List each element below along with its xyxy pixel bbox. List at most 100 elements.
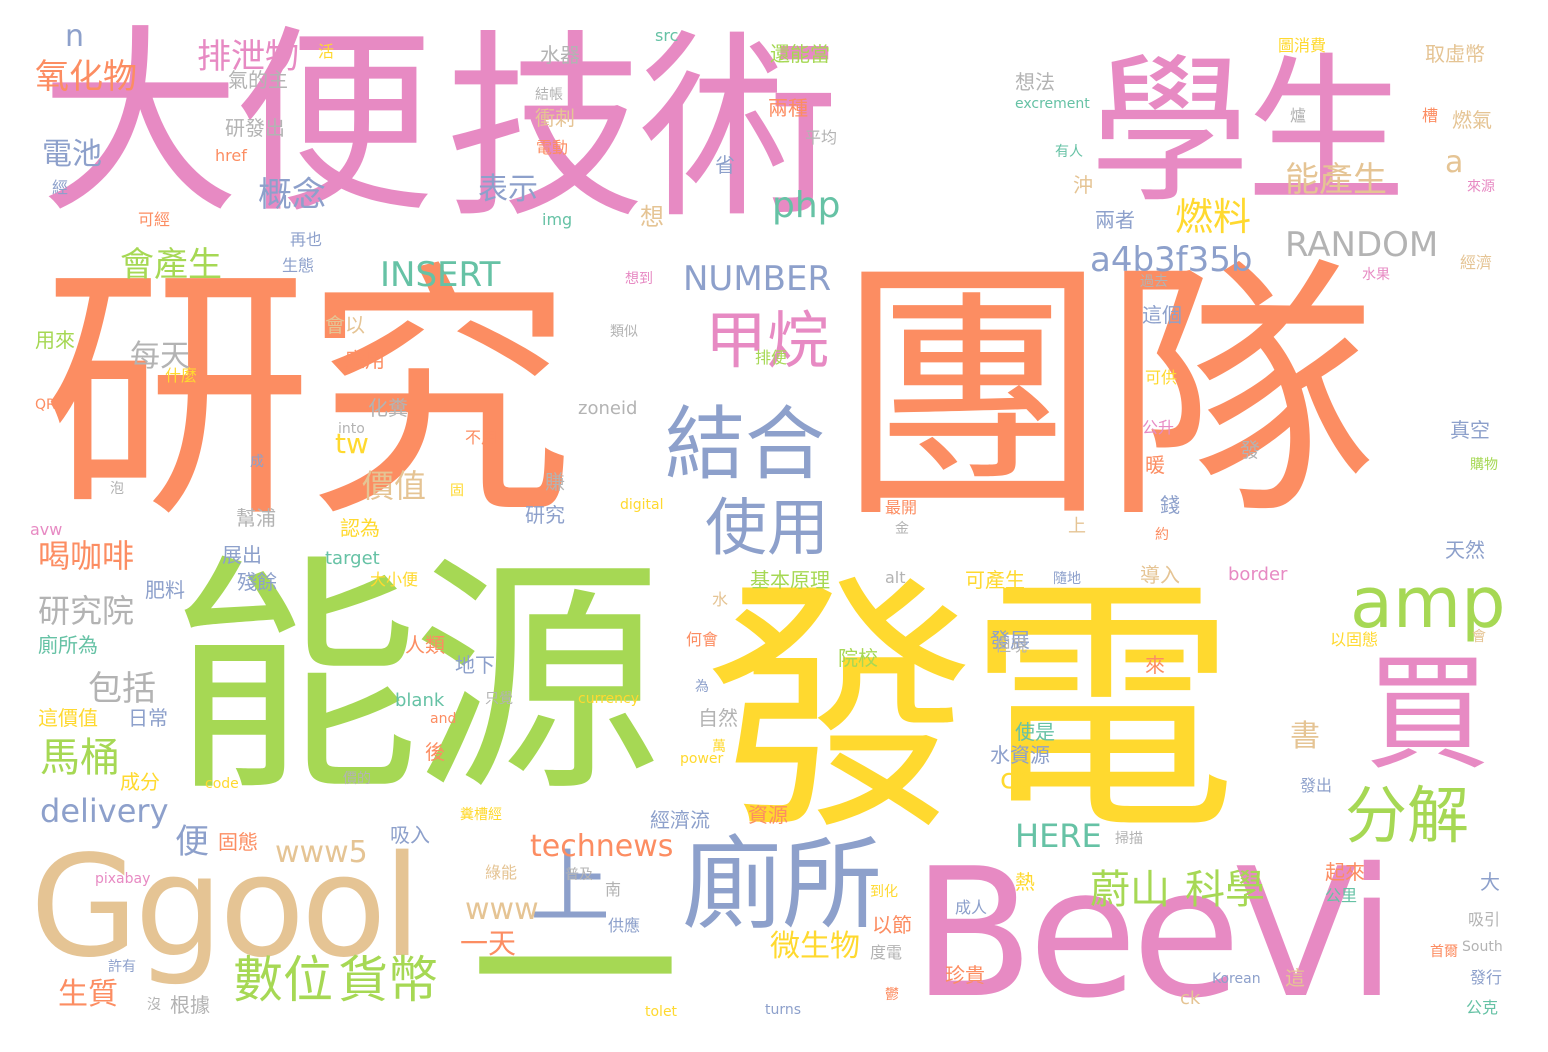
word: 買 bbox=[1365, 642, 1490, 787]
word: digital bbox=[620, 497, 664, 513]
word: cb bbox=[1000, 762, 1034, 795]
word: 大小便 bbox=[370, 570, 419, 589]
word: 可經 bbox=[138, 210, 171, 229]
word: zoneid bbox=[578, 398, 638, 419]
word: 成人 bbox=[955, 898, 988, 917]
word: 後 bbox=[425, 740, 445, 764]
word: 根據 bbox=[170, 993, 210, 1017]
word: 化糞 bbox=[368, 396, 408, 420]
word: 人類 bbox=[405, 633, 445, 657]
word: 表示 bbox=[478, 172, 538, 207]
word: 還能當 bbox=[770, 42, 830, 66]
word: href bbox=[215, 146, 247, 165]
word: alt bbox=[885, 568, 906, 587]
word: 發展 bbox=[990, 628, 1030, 652]
word: 生態 bbox=[282, 256, 315, 275]
word: 電池 bbox=[42, 137, 102, 172]
word: 資源 bbox=[748, 803, 788, 827]
word: 不用 bbox=[465, 428, 498, 447]
word: 經 bbox=[52, 178, 69, 197]
word: 固態 bbox=[218, 830, 258, 854]
word: 有人 bbox=[1055, 144, 1083, 160]
word: 能源 bbox=[170, 534, 662, 825]
word: 應用 bbox=[345, 348, 385, 372]
word: 能產生 bbox=[1285, 160, 1387, 200]
word: 經濟 bbox=[1460, 253, 1493, 272]
word: 一天 bbox=[460, 927, 517, 960]
word: 為 bbox=[695, 679, 709, 695]
word: src bbox=[655, 26, 679, 45]
word: 結帳 bbox=[535, 87, 563, 103]
word: 燃氣 bbox=[1452, 108, 1492, 132]
word: 槽 bbox=[1422, 106, 1439, 125]
word: 每天 bbox=[130, 339, 190, 374]
word: RANDOM bbox=[1285, 225, 1439, 265]
word: avw bbox=[30, 520, 63, 539]
word: 想法 bbox=[1015, 70, 1055, 94]
word: 貨幣 bbox=[338, 951, 438, 1009]
word: delivery bbox=[40, 792, 169, 830]
word: tw bbox=[335, 427, 369, 460]
word: 書 bbox=[1290, 719, 1320, 754]
word: Ggool bbox=[30, 826, 422, 989]
word: 水器 bbox=[540, 43, 580, 67]
word: NUMBER bbox=[683, 259, 832, 299]
word: 廁所為 bbox=[38, 633, 98, 657]
word: INSERT bbox=[380, 255, 501, 295]
word: 來源 bbox=[1467, 179, 1495, 195]
word: 基本原理 bbox=[750, 568, 830, 592]
word: 價的 bbox=[343, 771, 371, 787]
word: turns bbox=[765, 1002, 802, 1018]
word: 真空 bbox=[1450, 418, 1490, 442]
word: 公里 bbox=[1325, 886, 1358, 905]
word: 沒 bbox=[147, 997, 161, 1013]
word: 可供 bbox=[1145, 368, 1178, 387]
word: 起來 bbox=[1325, 860, 1365, 884]
word: 使用 bbox=[705, 491, 830, 564]
word: 鬱 bbox=[885, 987, 899, 1003]
word: 衝刺 bbox=[535, 106, 575, 130]
word: 想 bbox=[640, 203, 664, 231]
word: 暖 bbox=[1145, 453, 1165, 477]
word: 但現 bbox=[995, 636, 1028, 655]
word: 氧化物 bbox=[35, 57, 137, 97]
word: 熱 bbox=[1015, 870, 1035, 894]
word: 技術 bbox=[445, 13, 839, 246]
word: 兩種 bbox=[768, 96, 808, 120]
word: 水資源 bbox=[990, 743, 1050, 767]
word: code bbox=[205, 776, 239, 792]
word: 供應 bbox=[608, 916, 641, 935]
word: 想到 bbox=[625, 271, 653, 287]
word: 公克 bbox=[1466, 998, 1499, 1017]
word: 糞槽經 bbox=[460, 807, 502, 823]
word: technews bbox=[530, 829, 674, 864]
word: 研究 bbox=[525, 503, 565, 527]
word: 南 bbox=[605, 880, 622, 899]
word: 綠能 bbox=[485, 863, 518, 882]
word: 到化 bbox=[870, 884, 898, 900]
word: 公升 bbox=[1142, 418, 1175, 437]
word: tolet bbox=[645, 1004, 678, 1020]
word: 一 bbox=[470, 852, 681, 1052]
word: 燃料 bbox=[1175, 195, 1252, 239]
word: 分解 bbox=[1345, 779, 1470, 852]
word: Korean bbox=[1212, 971, 1261, 987]
word: 固 bbox=[450, 483, 464, 499]
word: ck bbox=[1180, 988, 1201, 1009]
word: 何會 bbox=[686, 630, 719, 649]
word: 水 bbox=[712, 590, 729, 609]
word: 這 bbox=[1285, 966, 1305, 990]
word: 研發出 bbox=[225, 116, 285, 140]
word: 自然 bbox=[698, 706, 738, 730]
word: 導入 bbox=[1140, 563, 1180, 587]
word: 上 bbox=[530, 841, 610, 934]
word: 金 bbox=[895, 521, 909, 537]
word: 經濟流 bbox=[650, 808, 710, 832]
word: 學生 bbox=[1090, 38, 1406, 225]
word: 會 bbox=[1472, 629, 1486, 645]
word: 省 bbox=[715, 153, 735, 177]
word: 數位 bbox=[233, 951, 333, 1009]
word: 這個 bbox=[1142, 303, 1182, 327]
word: 普及 bbox=[565, 867, 593, 883]
